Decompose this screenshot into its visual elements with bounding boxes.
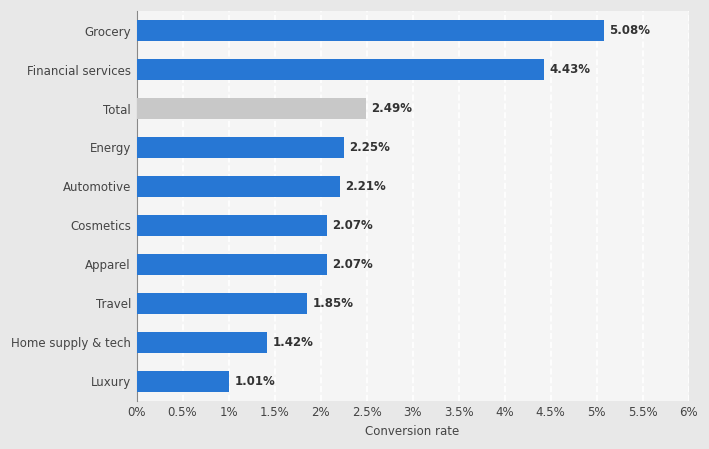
Text: 5.08%: 5.08%: [610, 24, 650, 37]
Text: 2.07%: 2.07%: [333, 219, 373, 232]
Bar: [137, 176, 340, 197]
Bar: [137, 215, 327, 236]
Text: 1.85%: 1.85%: [312, 297, 353, 310]
X-axis label: Conversion rate: Conversion rate: [365, 425, 459, 438]
Text: 2.25%: 2.25%: [349, 141, 390, 154]
Bar: [137, 293, 307, 314]
Bar: [137, 332, 267, 353]
Text: 2.07%: 2.07%: [333, 258, 373, 271]
Bar: [137, 137, 344, 158]
Bar: [137, 98, 366, 119]
Bar: [137, 254, 327, 275]
Bar: [137, 20, 604, 41]
Text: 2.49%: 2.49%: [371, 102, 412, 115]
Text: 1.42%: 1.42%: [273, 336, 313, 349]
Text: 1.01%: 1.01%: [235, 375, 276, 388]
Text: 4.43%: 4.43%: [549, 63, 591, 76]
Bar: [137, 59, 544, 80]
Bar: [137, 370, 230, 392]
Text: 2.21%: 2.21%: [345, 180, 386, 193]
